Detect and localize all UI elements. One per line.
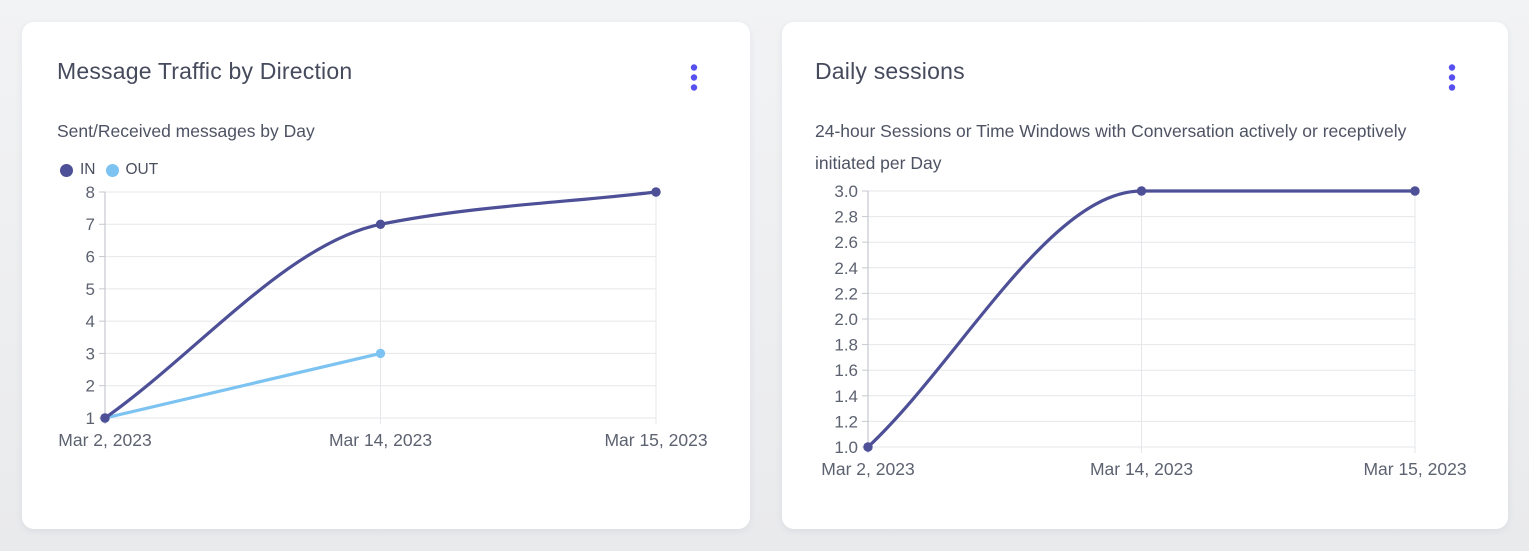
svg-text:2.0: 2.0	[834, 310, 858, 329]
svg-text:3: 3	[86, 344, 95, 363]
daily-sessions-chart[interactable]: 3.0 2.8 2.6 2.4 2.2 2.0 1.8 1.6 1.4 1.2 1.0 Mar 2, …	[782, 22, 1508, 529]
kebab-menu-icon	[1448, 63, 1456, 91]
svg-text:Mar 2, 2023: Mar 2, 2023	[58, 430, 151, 450]
message-traffic-card: Message Traffic by Direction Sent/Receiv…	[22, 22, 750, 529]
svg-text:1.0: 1.0	[834, 438, 858, 457]
kebab-menu-icon	[690, 63, 698, 91]
legend-label-in: IN	[80, 161, 96, 178]
svg-text:8: 8	[86, 183, 95, 202]
legend-label-out: OUT	[125, 161, 159, 178]
svg-text:3.0: 3.0	[834, 182, 858, 201]
card-menu-button[interactable]	[682, 60, 706, 94]
card-menu-button[interactable]	[1440, 60, 1464, 94]
card-subtitle: Sent/Received messages by Day	[57, 121, 315, 141]
svg-text:Mar 2, 2023: Mar 2, 2023	[821, 459, 914, 479]
svg-text:6: 6	[86, 248, 95, 267]
svg-text:Mar 14, 2023: Mar 14, 2023	[329, 430, 432, 450]
legend-item-out: OUT	[105, 161, 159, 179]
svg-text:2: 2	[86, 377, 95, 396]
legend-item-in: IN	[60, 161, 96, 179]
svg-text:1.8: 1.8	[834, 336, 858, 355]
svg-text:4: 4	[86, 312, 95, 331]
svg-text:Mar 15, 2023: Mar 15, 2023	[604, 430, 707, 450]
legend-dot-out-icon	[105, 163, 119, 177]
svg-text:Mar 14, 2023: Mar 14, 2023	[1090, 459, 1193, 479]
svg-text:Mar 15, 2023: Mar 15, 2023	[1363, 459, 1466, 479]
svg-text:2.8: 2.8	[834, 208, 858, 227]
svg-text:1.2: 1.2	[834, 412, 858, 431]
card-title: Daily sessions	[815, 58, 965, 84]
legend-dot-in-icon	[60, 163, 73, 177]
card-subtitle: 24-hour Sessions or Time Windows with Co…	[815, 121, 1407, 173]
svg-text:7: 7	[86, 215, 95, 234]
card-title: Message Traffic by Direction	[57, 58, 353, 84]
svg-text:2.4: 2.4	[834, 259, 858, 278]
svg-text:2.2: 2.2	[834, 284, 858, 303]
svg-text:1: 1	[86, 409, 95, 428]
svg-text:1.6: 1.6	[834, 361, 858, 380]
svg-text:5: 5	[86, 280, 95, 299]
svg-text:1.4: 1.4	[834, 387, 858, 406]
message-traffic-chart[interactable]: 8 7 6 5 4 3 2 1 Mar 2, 2023 Mar 14, 2023 Mar 15, 2…	[22, 22, 750, 529]
chart-legend: IN OUT	[60, 158, 158, 182]
svg-text:2.6: 2.6	[834, 233, 858, 252]
daily-sessions-card: Daily sessions 24-hour Sessions or Time …	[782, 22, 1508, 529]
